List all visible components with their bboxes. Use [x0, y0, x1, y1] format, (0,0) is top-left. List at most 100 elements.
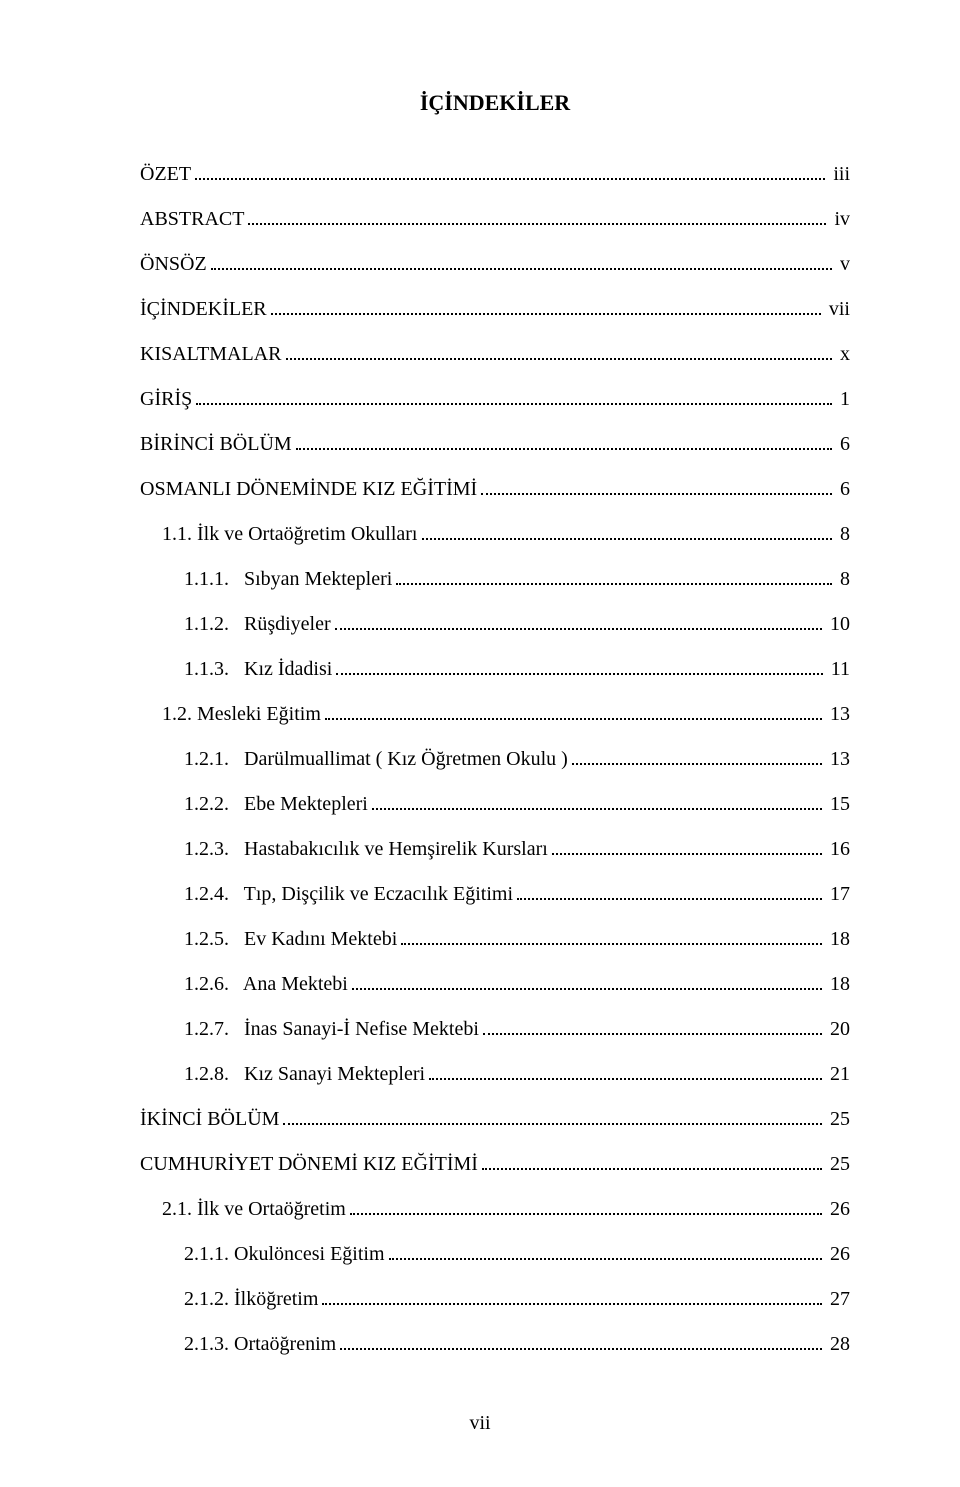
toc-leader-dots: [572, 763, 822, 765]
toc-entry-text: GİRİŞ: [140, 389, 192, 409]
toc-entry-page: 13: [826, 749, 850, 769]
toc-entry: ÖZETiii: [140, 164, 850, 184]
toc-entry-text: 2.1.2. İlköğretim: [184, 1289, 318, 1309]
toc-entry-page: 17: [826, 884, 850, 904]
toc-leader-dots: [340, 1348, 822, 1350]
toc-entry-page: 15: [826, 794, 850, 814]
toc-leader-dots: [286, 358, 833, 360]
toc-entry: 1.2.5. Ev Kadını Mektebi 18: [140, 929, 850, 949]
toc-entry-text: 1.2.5. Ev Kadını Mektebi: [184, 929, 397, 949]
toc-leader-dots: [372, 808, 822, 810]
toc-leader-dots: [335, 628, 822, 630]
toc-leader-dots: [350, 1213, 822, 1215]
toc-entry-text: 1.2.7. İnas Sanayi-İ Nefise Mektebi: [184, 1019, 479, 1039]
toc-leader-dots: [325, 718, 822, 720]
toc-leader-dots: [483, 1033, 822, 1035]
toc-entry-text: 1.1.3. Kız İdadisi: [184, 659, 332, 679]
toc-entry: CUMHURİYET DÖNEMİ KIZ EĞİTİMİ 25: [140, 1154, 850, 1174]
toc-entry-text: 1.2.6. Ana Mektebi: [184, 974, 348, 994]
toc-entry-text: 2.1.3. Ortaöğrenim: [184, 1334, 336, 1354]
toc-entry: KISALTMALARx: [140, 344, 850, 364]
toc-entry: 1.2.1. Darülmuallimat ( Kız Öğretmen Oku…: [140, 749, 850, 769]
toc-leader-dots: [396, 583, 832, 585]
toc-entry-page: 25: [826, 1154, 850, 1174]
toc-entry: OSMANLI DÖNEMİNDE KIZ EĞİTİMİ6: [140, 479, 850, 499]
toc-entry: 1.2. Mesleki Eğitim 13: [140, 704, 850, 724]
toc-entry-text: CUMHURİYET DÖNEMİ KIZ EĞİTİMİ: [140, 1154, 478, 1174]
toc-leader-dots: [336, 673, 822, 675]
toc-entry: İKİNCİ BÖLÜM25: [140, 1109, 850, 1129]
toc-entry-page: 21: [826, 1064, 850, 1084]
toc-entry-text: OSMANLI DÖNEMİNDE KIZ EĞİTİMİ: [140, 479, 477, 499]
toc-leader-dots: [196, 403, 832, 405]
toc-entry-page: 18: [826, 929, 850, 949]
toc-leader-dots: [389, 1258, 822, 1260]
toc-leader-dots: [552, 853, 822, 855]
toc-entry-text: 1.2.1. Darülmuallimat ( Kız Öğretmen Oku…: [184, 749, 568, 769]
toc-entry: GİRİŞ 1: [140, 389, 850, 409]
toc-entry-page: 26: [826, 1199, 850, 1219]
toc-entry: BİRİNCİ BÖLÜM 6: [140, 434, 850, 454]
toc-entry-text: 1.1. İlk ve Ortaöğretim Okulları: [162, 524, 418, 544]
toc-entry-page: iii: [829, 164, 850, 184]
page-title: İÇİNDEKİLER: [140, 90, 850, 116]
toc-entry-page: vii: [825, 299, 850, 319]
toc-entry-page: 11: [827, 659, 850, 679]
toc-leader-dots: [322, 1303, 822, 1305]
toc-entry-page: 8: [836, 524, 850, 544]
toc-entry-page: 10: [826, 614, 850, 634]
toc-entry: 1.2.8. Kız Sanayi Mektepleri 21: [140, 1064, 850, 1084]
toc-entry: ABSTRACT iv: [140, 209, 850, 229]
toc-entry: 2.1. İlk ve Ortaöğretim 26: [140, 1199, 850, 1219]
toc-entry-page: 26: [826, 1244, 850, 1264]
toc-entry-page: 28: [826, 1334, 850, 1354]
toc-entry-text: 1.2.2. Ebe Mektepleri: [184, 794, 368, 814]
toc-entry-text: İÇİNDEKİLER: [140, 299, 267, 319]
toc-leader-dots: [271, 313, 821, 315]
toc-leader-dots: [352, 988, 822, 990]
page-container: İÇİNDEKİLER ÖZETiii ABSTRACT iv ÖNSÖZ v İÇİND…: [0, 0, 960, 1487]
toc-entry: 1.1.2. Rüşdiyeler 10: [140, 614, 850, 634]
toc-leader-dots: [482, 1168, 822, 1170]
toc-entry-text: 1.2. Mesleki Eğitim: [162, 704, 321, 724]
toc-entry: 1.1.3. Kız İdadisi 11: [140, 659, 850, 679]
toc-leader-dots: [296, 448, 832, 450]
toc-entry: 1.2.2. Ebe Mektepleri 15: [140, 794, 850, 814]
toc-entry-page: 1: [836, 389, 850, 409]
toc-entry: 2.1.1. Okulöncesi Eğitim 26: [140, 1244, 850, 1264]
toc-entry-page: 20: [826, 1019, 850, 1039]
toc-entry-page: v: [836, 254, 850, 274]
toc-entry: 1.2.3. Hastabakıcılık ve Hemşirelik Kurs…: [140, 839, 850, 859]
toc-entry: İÇİNDEKİLER vii: [140, 299, 850, 319]
toc-entry-page: 13: [826, 704, 850, 724]
toc-entry-text: İKİNCİ BÖLÜM: [140, 1109, 279, 1129]
toc-entry-page: 6: [836, 434, 850, 454]
table-of-contents: ÖZETiii ABSTRACT iv ÖNSÖZ v İÇİNDEKİLER vii KIS…: [140, 164, 850, 1354]
toc-entry-text: 1.1.1. Sıbyan Mektepleri: [184, 569, 392, 589]
toc-leader-dots: [401, 943, 822, 945]
toc-entry-text: 1.2.3. Hastabakıcılık ve Hemşirelik Kurs…: [184, 839, 548, 859]
toc-leader-dots: [481, 493, 832, 495]
toc-entry-text: 2.1. İlk ve Ortaöğretim: [162, 1199, 346, 1219]
toc-entry-text: 1.1.2. Rüşdiyeler: [184, 614, 331, 634]
toc-entry: 1.2.7. İnas Sanayi-İ Nefise Mektebi 20: [140, 1019, 850, 1039]
toc-entry-page: 27: [826, 1289, 850, 1309]
toc-entry-text: BİRİNCİ BÖLÜM: [140, 434, 292, 454]
toc-entry-text: ABSTRACT: [140, 209, 244, 229]
toc-entry-text: ÖNSÖZ: [140, 254, 207, 274]
toc-entry-text: 1.2.8. Kız Sanayi Mektepleri: [184, 1064, 425, 1084]
toc-entry-page: x: [836, 344, 850, 364]
toc-leader-dots: [283, 1123, 822, 1125]
toc-entry-text: 2.1.1. Okulöncesi Eğitim: [184, 1244, 385, 1264]
toc-leader-dots: [195, 178, 825, 180]
toc-entry: ÖNSÖZ v: [140, 254, 850, 274]
toc-entry: 1.1.1. Sıbyan Mektepleri 8: [140, 569, 850, 589]
toc-entry: 2.1.2. İlköğretim 27: [140, 1289, 850, 1309]
toc-entry-text: 1.2.4. Tıp, Dişçilik ve Eczacılık Eğitim…: [184, 884, 513, 904]
page-number-footer: vii: [0, 1412, 960, 1435]
toc-entry-page: 16: [826, 839, 850, 859]
toc-entry-page: 8: [836, 569, 850, 589]
toc-entry: 1.2.6. Ana Mektebi18: [140, 974, 850, 994]
toc-leader-dots: [248, 223, 826, 225]
toc-entry-page: iv: [830, 209, 850, 229]
